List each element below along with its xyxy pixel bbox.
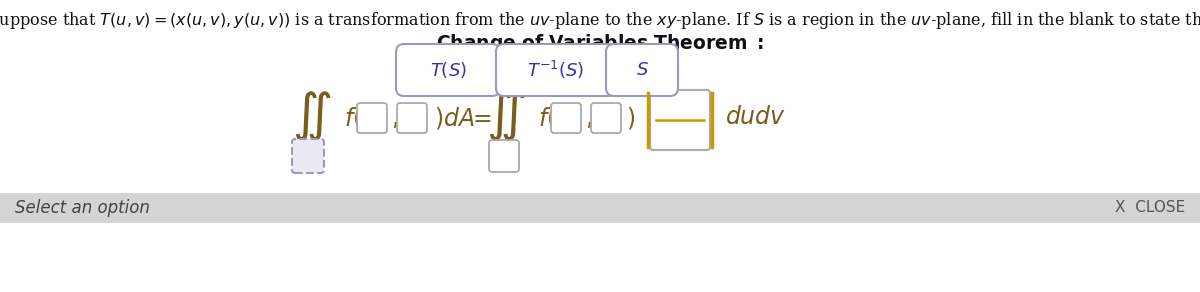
FancyBboxPatch shape bbox=[650, 90, 710, 150]
Text: $T^{-1}(S)$: $T^{-1}(S)$ bbox=[527, 59, 584, 81]
Text: $\bf{Change\ of\ Variables\ Theorem\ :}$: $\bf{Change\ of\ Variables\ Theorem\ :}$ bbox=[436, 32, 764, 55]
Text: $=$: $=$ bbox=[468, 107, 492, 129]
FancyBboxPatch shape bbox=[397, 103, 427, 133]
FancyBboxPatch shape bbox=[490, 140, 520, 172]
FancyBboxPatch shape bbox=[551, 103, 581, 133]
Text: Select an option: Select an option bbox=[14, 199, 150, 217]
FancyBboxPatch shape bbox=[606, 44, 678, 96]
FancyBboxPatch shape bbox=[396, 44, 500, 96]
Text: Suppose that $T(u, v) = (x(u, v), y(u, v))$ is a transformation from the $uv$-pl: Suppose that $T(u, v) = (x(u, v), y(u, v… bbox=[0, 10, 1200, 31]
Text: X  CLOSE: X CLOSE bbox=[1115, 201, 1186, 215]
FancyBboxPatch shape bbox=[496, 44, 616, 96]
FancyBboxPatch shape bbox=[292, 139, 324, 173]
FancyBboxPatch shape bbox=[358, 103, 386, 133]
FancyBboxPatch shape bbox=[592, 103, 622, 133]
Text: $,$: $,$ bbox=[586, 107, 593, 129]
Text: $\iint$: $\iint$ bbox=[293, 89, 331, 143]
Text: $S$: $S$ bbox=[636, 61, 648, 79]
Text: $,$: $,$ bbox=[391, 107, 398, 129]
Text: $f($: $f($ bbox=[344, 105, 361, 131]
Text: $dudv$: $dudv$ bbox=[725, 107, 786, 129]
Text: $)dA$: $)dA$ bbox=[434, 105, 475, 131]
Text: $f($: $f($ bbox=[538, 105, 556, 131]
Bar bbox=[0, 193, 1200, 223]
Text: $\iint$: $\iint$ bbox=[486, 89, 526, 143]
Text: $)$: $)$ bbox=[626, 105, 635, 131]
Text: $T(S)$: $T(S)$ bbox=[430, 60, 467, 80]
